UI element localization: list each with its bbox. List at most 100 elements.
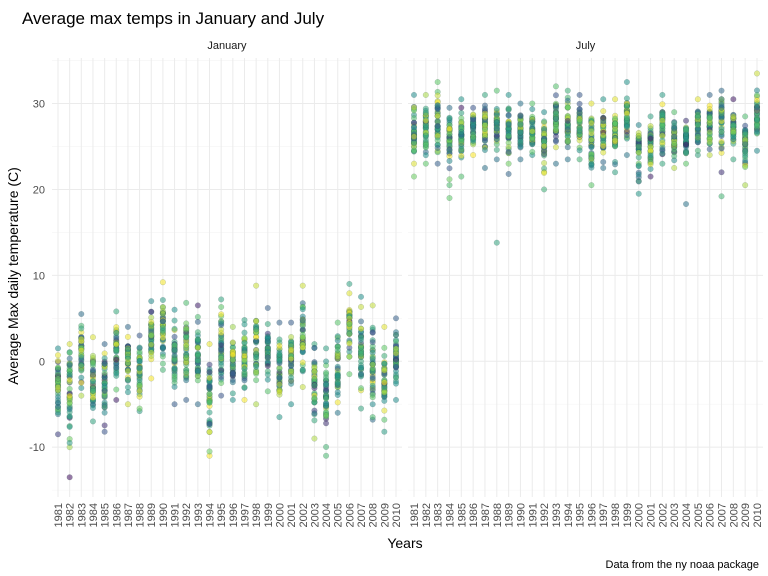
y-tick-label: 30 (33, 99, 45, 111)
data-point (124, 353, 131, 360)
data-point (136, 344, 143, 351)
data-point (206, 375, 213, 382)
data-point (276, 388, 283, 395)
data-point (229, 356, 236, 363)
data-point (194, 367, 201, 374)
data-point (411, 133, 418, 140)
y-tick-label: -10 (29, 442, 45, 454)
data-point (481, 147, 488, 154)
data-point (381, 367, 388, 374)
data-point (381, 407, 388, 414)
data-point (66, 423, 73, 430)
data-point (148, 298, 155, 305)
data-point (358, 344, 365, 351)
data-point (718, 138, 725, 145)
data-point (393, 356, 400, 363)
data-point (612, 161, 619, 168)
data-point (311, 410, 318, 417)
data-point (171, 365, 178, 372)
x-tick-label: 1999 (622, 503, 634, 527)
data-point (600, 159, 607, 166)
data-point (124, 376, 131, 383)
data-point (159, 345, 166, 352)
data-point (311, 417, 318, 424)
data-point (66, 392, 73, 399)
data-point (101, 388, 108, 395)
data-point (276, 365, 283, 372)
data-point (136, 365, 143, 372)
data-point (635, 171, 642, 178)
data-point (754, 147, 761, 154)
data-point (218, 342, 225, 349)
x-tick-label: 1986 (111, 503, 123, 527)
data-point (358, 364, 365, 371)
data-point (600, 164, 607, 171)
data-point (369, 401, 376, 408)
data-point (671, 164, 678, 171)
data-point (241, 321, 248, 328)
data-point (89, 418, 96, 425)
data-point (218, 318, 225, 325)
data-point (411, 160, 418, 167)
x-tick-label: 1998 (251, 503, 263, 527)
x-tick-label: 1996 (228, 503, 240, 527)
data-point (241, 339, 248, 346)
data-point (346, 290, 353, 297)
data-point (470, 122, 477, 129)
data-point (218, 335, 225, 342)
data-point (241, 369, 248, 376)
data-point (529, 148, 536, 155)
x-tick-label: 2010 (391, 503, 403, 527)
data-point (481, 122, 488, 129)
x-tick-label: 1984 (88, 503, 100, 527)
data-point (683, 160, 690, 167)
data-point (434, 79, 441, 86)
data-point (264, 354, 271, 361)
x-axis-title: Years (387, 535, 422, 551)
data-point (241, 345, 248, 352)
data-point (66, 341, 73, 348)
data-point (253, 369, 260, 376)
data-point (264, 304, 271, 311)
data-point (183, 299, 190, 306)
data-point (730, 122, 737, 129)
data-point (241, 357, 248, 364)
data-point (576, 147, 583, 154)
data-point (481, 137, 488, 144)
data-point (742, 129, 749, 136)
data-point-outlier (66, 474, 73, 481)
data-point (493, 119, 500, 126)
data-point (588, 182, 595, 189)
data-point (288, 401, 295, 408)
data-point (89, 366, 96, 373)
data-point (299, 344, 306, 351)
data-point (194, 337, 201, 344)
data-point (288, 319, 295, 326)
data-point (276, 357, 283, 364)
data-point (136, 332, 143, 339)
data-point (683, 117, 690, 124)
data-point (393, 374, 400, 381)
x-tick-label: 1983 (433, 503, 445, 527)
data-point (288, 334, 295, 341)
data-point (299, 322, 306, 329)
data-point (346, 315, 353, 322)
data-point (346, 280, 353, 287)
data-point (659, 91, 666, 98)
data-point (381, 344, 388, 351)
data-point-outlier (505, 170, 512, 177)
data-point (694, 113, 701, 120)
data-point (446, 138, 453, 145)
data-point (576, 118, 583, 125)
data-point (194, 313, 201, 320)
x-tick-label: 1987 (123, 503, 135, 527)
data-point (78, 354, 85, 361)
data-point (113, 329, 120, 336)
data-point-outlier (446, 195, 453, 202)
data-point (505, 105, 512, 112)
data-point (458, 143, 465, 150)
data-points (55, 70, 761, 481)
data-point (55, 352, 62, 359)
data-point (276, 414, 283, 421)
data-point (89, 387, 96, 394)
